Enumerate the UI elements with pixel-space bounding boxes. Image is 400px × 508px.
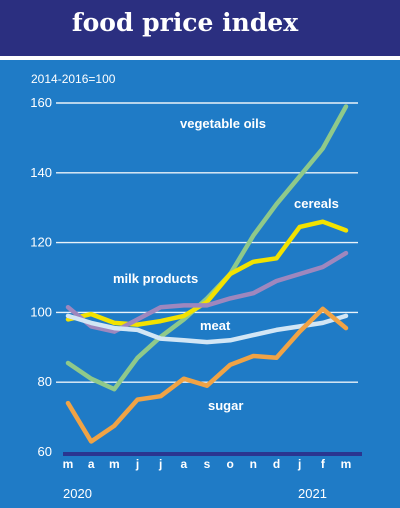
y-tick-label: 100 — [30, 304, 52, 319]
unit-note: 2014-2016=100 — [31, 72, 116, 86]
x-tick-label: f — [320, 457, 325, 471]
y-tick-label: 60 — [38, 444, 52, 459]
x-tick-label: m — [340, 457, 352, 471]
series-label-sugar: sugar — [208, 398, 243, 413]
title-bar: food price index — [0, 0, 400, 56]
series-line-sugar — [65, 306, 349, 444]
x-axis-bar — [63, 452, 362, 456]
y-tick-label: 80 — [38, 374, 52, 389]
series-line-meat — [65, 313, 349, 345]
series-label-milk-products: milk products — [113, 271, 198, 286]
x-tick-label: j — [158, 457, 163, 471]
x-tick-label: o — [226, 457, 234, 471]
x-tick-label: a — [87, 457, 95, 471]
series-label-cereals: cereals — [294, 196, 339, 211]
x-tick-label: m — [108, 457, 120, 471]
series-line-milk-products — [65, 250, 349, 334]
series-line-cereals — [65, 219, 349, 327]
x-tick-label: d — [272, 457, 281, 471]
x-tick-label: j — [297, 457, 302, 471]
series-label-vegetable-oils: vegetable oils — [180, 116, 266, 131]
x-tick-label: m — [62, 457, 74, 471]
year-label-2020: 2020 — [63, 486, 92, 501]
chart-panel — [0, 60, 400, 508]
x-tick-label: n — [249, 457, 257, 471]
x-tick-label: j — [135, 457, 140, 471]
series-line-vegetable-oils — [65, 104, 349, 392]
chart-title: food price index — [71, 8, 299, 37]
y-tick-label: 120 — [30, 235, 52, 250]
y-tick-label: 160 — [30, 95, 52, 110]
x-tick-label: a — [180, 457, 188, 471]
y-tick-label: 140 — [30, 165, 52, 180]
series-label-meat: meat — [200, 318, 231, 333]
year-label-2021: 2021 — [298, 486, 327, 501]
x-tick-label: s — [203, 457, 211, 471]
